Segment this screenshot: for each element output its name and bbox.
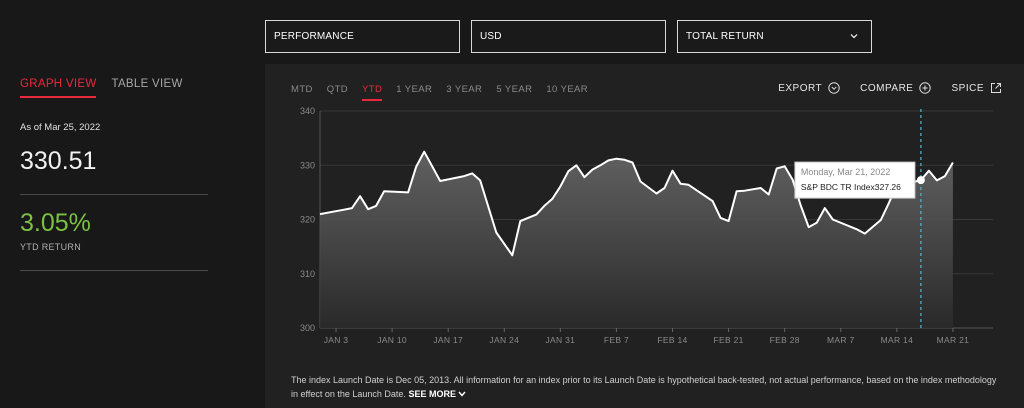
range-5-year[interactable]: 5 YEAR	[496, 84, 533, 95]
index-value: 330.51	[20, 147, 97, 175]
footnote-text: The index Launch Date is Dec 05, 2013. A…	[291, 375, 997, 399]
tooltip-box	[794, 161, 916, 199]
range-1-year[interactable]: 1 YEAR	[396, 84, 433, 95]
chevron-down-icon	[850, 34, 858, 39]
x-axis: JAN 3 JAN 10 JAN 17 JAN 24 JAN 31 FEB 7 FEB 14…	[324, 328, 970, 345]
spice-link[interactable]: SPICE	[951, 82, 1002, 94]
view-tabs: GRAPH VIEW TABLE VIEW	[20, 78, 208, 98]
ytd-return-value: 3.05%	[20, 209, 91, 237]
divider	[20, 194, 208, 195]
as-of-date: As of Mar 25, 2022	[20, 122, 101, 133]
spice-label: SPICE	[951, 82, 984, 94]
compare-button[interactable]: COMPARE	[860, 82, 932, 94]
x-tick-label: FEB 14	[657, 335, 687, 345]
x-tick-label: FEB 7	[604, 335, 629, 345]
range-3-year[interactable]: 3 YEAR	[446, 84, 483, 95]
currency-select[interactable]: USD	[471, 20, 666, 53]
y-tick-label: 320	[300, 215, 315, 225]
range-tabs: MTD QTD YTD 1 YEAR 3 YEAR 5 YEAR 10 YEAR	[291, 84, 588, 101]
chevron-down-icon	[458, 391, 467, 397]
y-tick-label: 340	[300, 106, 315, 116]
y-tick-label: 310	[300, 269, 315, 279]
x-tick-label: MAR 21	[937, 335, 970, 345]
tab-table-view[interactable]: TABLE VIEW	[111, 78, 183, 90]
range-10-year[interactable]: 10 YEAR	[546, 84, 589, 95]
return-type-select-value: TOTAL RETURN	[686, 31, 764, 42]
chevron-circle-icon	[828, 82, 840, 94]
compare-label: COMPARE	[860, 82, 914, 94]
summary-panel: GRAPH VIEW TABLE VIEW As of Mar 25, 2022…	[20, 78, 208, 271]
see-more-label: SEE MORE	[408, 389, 456, 399]
divider	[20, 270, 208, 271]
export-button[interactable]: EXPORT	[778, 82, 840, 94]
tooltip-value: 327.26	[875, 182, 901, 192]
y-axis: 300 310 320 330 340	[300, 106, 315, 333]
metric-select[interactable]: PERFORMANCE	[265, 20, 460, 53]
tab-graph-view[interactable]: GRAPH VIEW	[20, 78, 97, 98]
see-more-link[interactable]: SEE MORE	[408, 389, 467, 399]
plus-circle-icon	[919, 82, 932, 94]
range-qtd[interactable]: QTD	[326, 84, 349, 95]
x-tick-label: JAN 17	[433, 335, 463, 345]
ytd-return-label: YTD RETURN	[20, 242, 81, 252]
currency-select-value: USD	[480, 31, 502, 42]
hover-point	[916, 176, 925, 185]
x-tick-label: FEB 28	[770, 335, 800, 345]
filter-bar: PERFORMANCE USD TOTAL RETURN	[265, 20, 872, 53]
y-tick-label: 300	[300, 323, 315, 333]
y-tick-label: 330	[300, 160, 315, 170]
x-tick-label: JAN 24	[489, 335, 519, 345]
chart-line	[319, 150, 954, 257]
chart-tooltip: Monday, Mar 21, 2022 S&P BDC TR Index: 3…	[794, 161, 916, 199]
metric-select-value: PERFORMANCE	[274, 31, 354, 42]
x-tick-label: JAN 3	[324, 335, 349, 345]
x-tick-label: MAR 14	[881, 335, 914, 345]
return-type-select[interactable]: TOTAL RETURN	[677, 20, 872, 53]
footnote: The index Launch Date is Dec 05, 2013. A…	[291, 373, 1003, 401]
chart-panel: MTD QTD YTD 1 YEAR 3 YEAR 5 YEAR 10 YEAR…	[265, 64, 1024, 408]
tooltip-label: S&P BDC TR Index:	[801, 182, 877, 192]
chart-tools: EXPORT COMPARE SPICE	[778, 82, 1002, 94]
export-label: EXPORT	[778, 82, 823, 94]
x-tick-label: JAN 31	[546, 335, 576, 345]
x-tick-label: JAN 10	[377, 335, 407, 345]
range-mtd[interactable]: MTD	[291, 84, 313, 95]
external-link-icon	[991, 83, 1001, 93]
x-tick-label: MAR 7	[827, 335, 854, 345]
range-ytd[interactable]: YTD	[362, 84, 383, 101]
tooltip-date: Monday, Mar 21, 2022	[801, 167, 890, 177]
x-tick-label: FEB 21	[714, 335, 744, 345]
